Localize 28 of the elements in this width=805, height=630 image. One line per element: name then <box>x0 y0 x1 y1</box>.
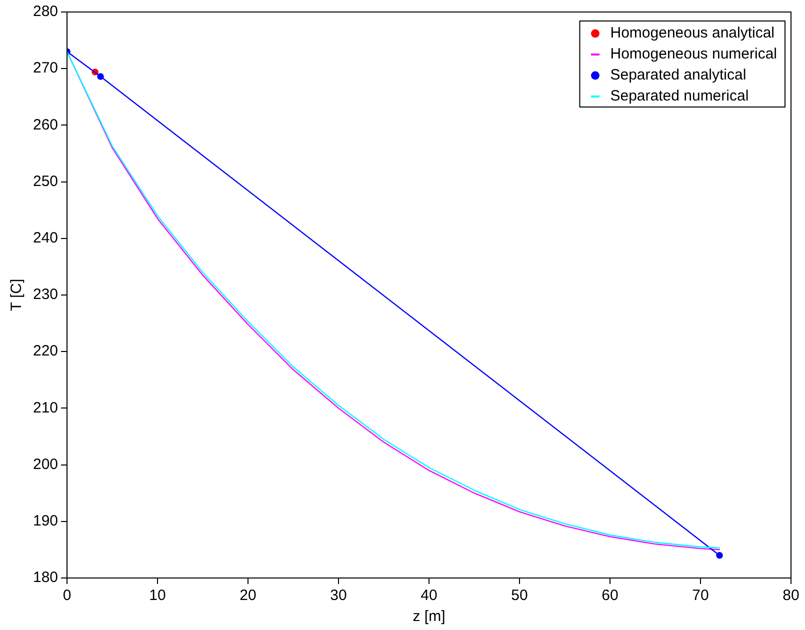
point <box>716 552 723 559</box>
y-tick-label: 190 <box>32 512 58 530</box>
point <box>97 73 104 80</box>
y-axis-title: T [C] <box>8 278 26 312</box>
x-tick-label: 20 <box>240 587 256 604</box>
y-tick-label: 180 <box>32 569 58 586</box>
x-axis-title: z [m] <box>412 608 446 626</box>
y-tick-label: 220 <box>32 342 58 360</box>
x-tick-label: 80 <box>782 587 800 604</box>
y-tick-label: 250 <box>32 172 58 190</box>
x-tick-label: 70 <box>692 587 709 604</box>
y-tick-label: 280 <box>32 3 58 20</box>
x-tick-label: 30 <box>330 587 347 604</box>
x-tick-label: 60 <box>602 587 618 604</box>
legend-label: Separated analytical <box>610 66 746 84</box>
x-tick-label: 10 <box>149 587 166 604</box>
y-tick-label: 230 <box>32 286 58 304</box>
y-tick-label: 240 <box>32 230 58 247</box>
legend-label: Homogeneous numerical <box>610 46 778 63</box>
x-tick-label: 0 <box>62 587 72 604</box>
y-tick-label: 270 <box>32 60 58 77</box>
y-tick-label: 260 <box>32 116 58 134</box>
y-tick-label: 210 <box>32 399 58 416</box>
legend-label: Separated numerical <box>610 88 749 105</box>
x-tick-label: 40 <box>420 587 438 604</box>
y-tick-label: 200 <box>32 456 58 473</box>
legend-label: Homogeneous analytical <box>610 24 775 42</box>
x-tick-label: 50 <box>511 587 528 604</box>
